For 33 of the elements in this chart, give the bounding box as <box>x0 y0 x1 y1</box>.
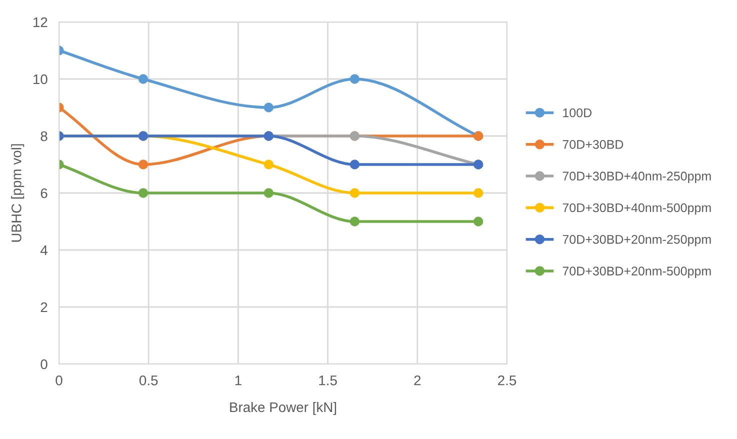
point <box>138 188 148 198</box>
x-axis-title: Brake Power [kN] <box>230 402 336 415</box>
y-axis-title: UBHC [ppm vol] <box>11 144 24 242</box>
point <box>264 102 274 112</box>
y-tick-label: 6 <box>40 188 48 198</box>
point <box>138 74 148 84</box>
point <box>264 188 274 198</box>
point <box>350 74 360 84</box>
legend-label: 70D+30BD <box>562 140 624 149</box>
point <box>264 160 274 170</box>
legend-label: 70D+30BD+20nm-250ppm <box>562 234 711 246</box>
point <box>473 216 484 226</box>
x-tick-label: 0 <box>56 375 62 386</box>
y-tick-label: 2 <box>40 302 48 312</box>
x-tick-label: 1 <box>235 376 242 386</box>
point <box>350 160 360 170</box>
y-tick-label: 4 <box>40 245 48 256</box>
x-tick-label: 2 <box>414 375 421 386</box>
x-tick-label: 1.5 <box>319 376 337 386</box>
legend-label: 70D+30BD+40nm-500ppm <box>562 203 711 215</box>
legend-label: 100D <box>563 108 592 118</box>
legend-label: 70D+30BD+20nm-500ppm <box>562 266 711 278</box>
y-tick-label: 10 <box>34 74 48 84</box>
point <box>350 216 360 226</box>
point <box>350 188 360 198</box>
legend-label: 70D+30BD+40nm-250ppm <box>562 172 711 183</box>
y-tick-label: 0 <box>40 359 48 370</box>
x-tick-label: 2.5 <box>498 375 516 386</box>
point <box>138 160 148 170</box>
y-tick-label: 8 <box>40 131 48 142</box>
point <box>473 188 484 198</box>
y-tick-label: 12 <box>34 17 48 28</box>
x-tick-label: 0.5 <box>139 375 158 386</box>
